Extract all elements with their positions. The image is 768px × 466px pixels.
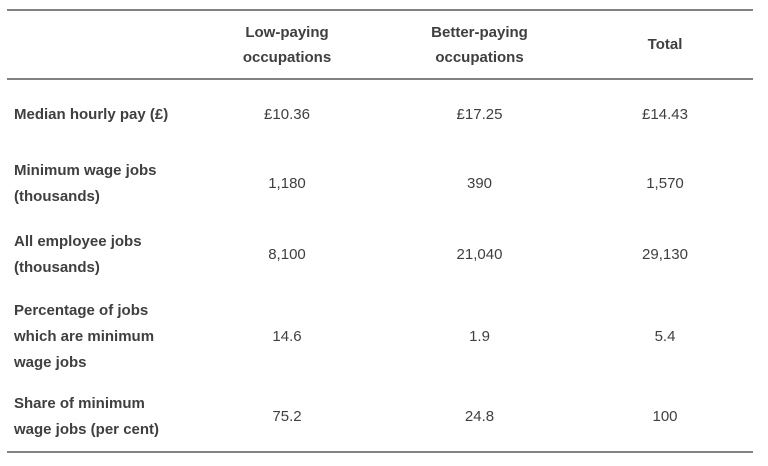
minimum-wage-jobs-table: Low-paying occupations Better-paying occ… <box>7 9 753 453</box>
header-row: Low-paying occupations Better-paying occ… <box>7 10 753 79</box>
cell-value: 14.6 <box>272 328 302 345</box>
cell-value: 1,180 <box>268 175 306 192</box>
row-label: Percentage of jobs which are minimum wag… <box>14 302 155 371</box>
header-total: Total <box>647 36 683 53</box>
cell-value: 8,100 <box>268 246 306 263</box>
cell-value: £14.43 <box>642 105 688 123</box>
cell-value: 24.8 <box>464 408 495 425</box>
header-empty-cell <box>7 10 192 79</box>
cell-value: 75.2 <box>272 408 302 425</box>
table-row-share-minimum-wage: Share of minimum wage jobs (per cent) 75… <box>7 383 753 452</box>
cell-value: £17.25 <box>456 105 503 123</box>
table-row-all-employee-jobs: All employee jobs (thousands) 8,100 21,0… <box>7 219 753 291</box>
cell-value: 29,130 <box>642 246 688 263</box>
cell-value: 5.4 <box>654 328 676 345</box>
row-label: All employee jobs (thousands) <box>14 233 142 276</box>
row-label: Share of minimum wage jobs (per cent) <box>14 395 160 438</box>
row-label: Median hourly pay (£) <box>14 105 169 123</box>
cell-value: 1.9 <box>469 328 490 345</box>
table-row-percentage-minimum-wage: Percentage of jobs which are minimum wag… <box>7 291 753 383</box>
cell-value: 21,040 <box>456 246 503 263</box>
cell-value: 100 <box>652 408 678 425</box>
header-low-paying: Low-paying occupations <box>242 23 332 66</box>
cell-value: 390 <box>466 175 493 192</box>
cell-value: £10.36 <box>264 105 310 123</box>
table-row-minimum-wage-jobs: Minimum wage jobs (thousands) 1,180 390 … <box>7 149 753 219</box>
header-better-paying: Better-paying occupations <box>431 23 528 66</box>
table-row-median-hourly-pay: Median hourly pay (£) £10.36 £17.25 £14.… <box>7 79 753 149</box>
row-label: Minimum wage jobs (thousands) <box>14 162 157 205</box>
cell-value: 1,570 <box>646 175 684 192</box>
